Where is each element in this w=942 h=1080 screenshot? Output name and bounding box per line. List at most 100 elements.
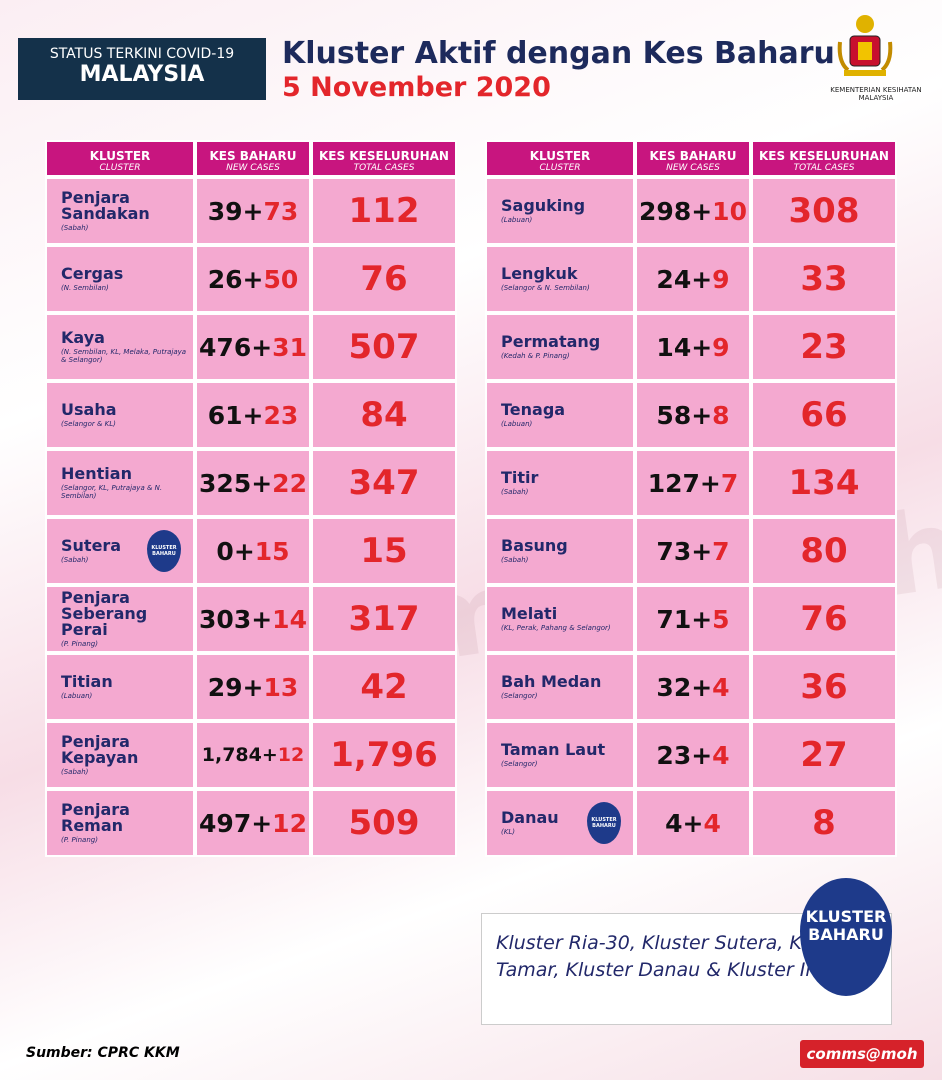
prior-cases: 497+ bbox=[199, 808, 273, 838]
prior-cases: 71+ bbox=[656, 604, 713, 634]
added-cases: 12 bbox=[277, 744, 305, 766]
cluster-cell: Penjara Seberang Perai (P. Pinang) bbox=[45, 585, 195, 653]
cluster-name: Basung bbox=[501, 536, 568, 555]
total-cases-cell: 347 bbox=[311, 449, 457, 517]
cluster-location: (Sabah) bbox=[501, 556, 529, 564]
cluster-name: Usaha bbox=[61, 400, 117, 419]
total-cases-cell: 76 bbox=[311, 245, 457, 313]
added-cases: 4 bbox=[703, 808, 721, 838]
added-cases: 14 bbox=[272, 604, 307, 634]
cluster-info: Lengkuk (Selangor & N. Sembilan) bbox=[501, 264, 627, 293]
total-cases-cell: 42 bbox=[311, 653, 457, 721]
column-label: KES BAHARU bbox=[649, 149, 737, 163]
new-cases-cell: 1,784+ 12 bbox=[195, 721, 311, 789]
cluster-cell: Usaha (Selangor & KL) bbox=[45, 381, 195, 449]
column-label: KLUSTER bbox=[529, 149, 591, 163]
total-cases-cell: 66 bbox=[751, 381, 897, 449]
cluster-name: Cergas bbox=[61, 264, 124, 283]
total-cases-cell: 8 bbox=[751, 789, 897, 857]
total-cases-cell: 27 bbox=[751, 721, 897, 789]
cluster-location: (Sabah) bbox=[61, 556, 89, 564]
cluster-cell: Hentian (Selangor, KL, Putrajaya & N. Sem… bbox=[45, 449, 195, 517]
cluster-info: Cergas (N. Sembilan) bbox=[61, 264, 187, 293]
prior-cases: 1,784+ bbox=[201, 744, 278, 766]
pin-text: KLUSTER bbox=[591, 817, 617, 823]
cluster-cell: Danau (KL) KLUSTER BAHARU bbox=[485, 789, 635, 857]
cluster-cell: Bah Medan (Selangor) bbox=[485, 653, 635, 721]
total-cases-cell: 1,796 bbox=[311, 721, 457, 789]
cluster-info: Penjara Seberang Perai (P. Pinang) bbox=[61, 588, 187, 649]
added-cases: 9 bbox=[712, 264, 730, 294]
cluster-location: (Sabah) bbox=[61, 224, 89, 232]
cluster-name: Tenaga bbox=[501, 400, 566, 419]
column-sub: TOTAL CASES bbox=[793, 163, 855, 173]
cluster-location: (Labuan) bbox=[61, 692, 93, 700]
added-cases: 23 bbox=[263, 400, 299, 430]
column-header: KES BAHARU NEW CASES bbox=[195, 140, 311, 177]
cluster-location: (P. Pinang) bbox=[61, 836, 98, 844]
cluster-name: Saguking bbox=[501, 196, 586, 215]
prior-cases: 29+ bbox=[207, 672, 264, 702]
source: Sumber: CPRC KKM bbox=[26, 1045, 180, 1061]
cluster-info: Titian (Labuan) bbox=[61, 674, 187, 701]
column-header: KES KESELURUHAN TOTAL CASES bbox=[311, 140, 457, 177]
cluster-info: Taman Laut (Selangor) bbox=[501, 742, 627, 769]
new-cases-cell: 32+ 4 bbox=[635, 653, 751, 721]
total-cases-cell: 84 bbox=[311, 381, 457, 449]
cluster-info: Sutera (Sabah) bbox=[61, 538, 141, 565]
pin-text: BAHARU bbox=[152, 551, 176, 557]
column-header: KES BAHARU NEW CASES bbox=[635, 140, 751, 177]
new-cases-cell: 476+ 31 bbox=[195, 313, 311, 381]
new-cluster-pin: KLUSTER BAHARU bbox=[147, 530, 181, 572]
cluster-cell: Lengkuk (Selangor & N. Sembilan) bbox=[485, 245, 635, 313]
added-cases: 31 bbox=[272, 332, 307, 362]
column-header: KLUSTER CLUSTER bbox=[45, 140, 195, 177]
cluster-info: Melati (KL, Perak, Pahang & Selangor) bbox=[501, 606, 627, 633]
added-cases: 10 bbox=[712, 196, 747, 226]
cluster-name: Lengkuk bbox=[501, 264, 578, 283]
cluster-info: Kaya (N. Sembilan, KL, Melaka, Putrajaya … bbox=[61, 330, 187, 365]
cluster-info: Titir (Sabah) bbox=[501, 470, 627, 497]
new-cases-cell: 23+ 4 bbox=[635, 721, 751, 789]
cluster-name: Bah Medan bbox=[501, 672, 602, 691]
cluster-location: (Selangor, KL, Putrajaya & N. Sembilan) bbox=[61, 484, 163, 500]
cluster-cell: Permatang (Kedah & P. Pinang) bbox=[485, 313, 635, 381]
new-cases-cell: 0+ 15 bbox=[195, 517, 311, 585]
new-cluster-pin: KLUSTER BAHARU bbox=[587, 802, 621, 844]
credit: comms@moh bbox=[800, 1040, 924, 1068]
prior-cases: 325+ bbox=[199, 468, 273, 498]
added-cases: 22 bbox=[272, 468, 307, 498]
new-cases-cell: 39+ 73 bbox=[195, 177, 311, 245]
column-header: KES KESELURUHAN TOTAL CASES bbox=[751, 140, 897, 177]
new-cases-cell: 497+ 12 bbox=[195, 789, 311, 857]
cluster-name: Danau bbox=[501, 808, 559, 827]
prior-cases: 23+ bbox=[656, 740, 713, 770]
ministry: KEMENTERIAN KESIHATAN MALAYSIA bbox=[830, 86, 922, 102]
pin-text: KLUSTER bbox=[151, 545, 177, 551]
prior-cases: 61+ bbox=[207, 400, 264, 430]
column-label: KLUSTER bbox=[89, 149, 151, 163]
total-cases-cell: 308 bbox=[751, 177, 897, 245]
cluster-name: Penjara Reman bbox=[61, 800, 130, 835]
column-label: KES BAHARU bbox=[209, 149, 297, 163]
status-badge: STATUS TERKINI COVID-19 MALAYSIA bbox=[18, 38, 266, 100]
prior-cases: 298+ bbox=[639, 196, 713, 226]
cluster-location: (N. Sembilan, KL, Melaka, Putrajaya & Se… bbox=[61, 348, 187, 364]
cluster-info: Penjara Sandakan (Sabah) bbox=[61, 188, 187, 233]
title: Kluster Aktif dengan Kes Baharu bbox=[282, 36, 835, 71]
cluster-info: Danau (KL) bbox=[501, 808, 581, 837]
cluster-name: Penjara Seberang Perai bbox=[61, 588, 148, 639]
cluster-cell: Taman Laut (Selangor) bbox=[485, 721, 635, 789]
new-cases-cell: 298+ 10 bbox=[635, 177, 751, 245]
cluster-name: Penjara Sandakan bbox=[61, 188, 150, 223]
cluster-cell: Tenaga (Labuan) bbox=[485, 381, 635, 449]
cluster-location: (Kedah & P. Pinang) bbox=[501, 352, 570, 360]
cluster-info: Saguking (Labuan) bbox=[501, 196, 627, 225]
total-cases-cell: 317 bbox=[311, 585, 457, 653]
total-cases-cell: 23 bbox=[751, 313, 897, 381]
badge-line: MALAYSIA bbox=[79, 62, 205, 87]
new-cases-cell: 29+ 13 bbox=[195, 653, 311, 721]
cluster-cell: Penjara Kepayan (Sabah) bbox=[45, 721, 195, 789]
new-cases-cell: 26+ 50 bbox=[195, 245, 311, 313]
